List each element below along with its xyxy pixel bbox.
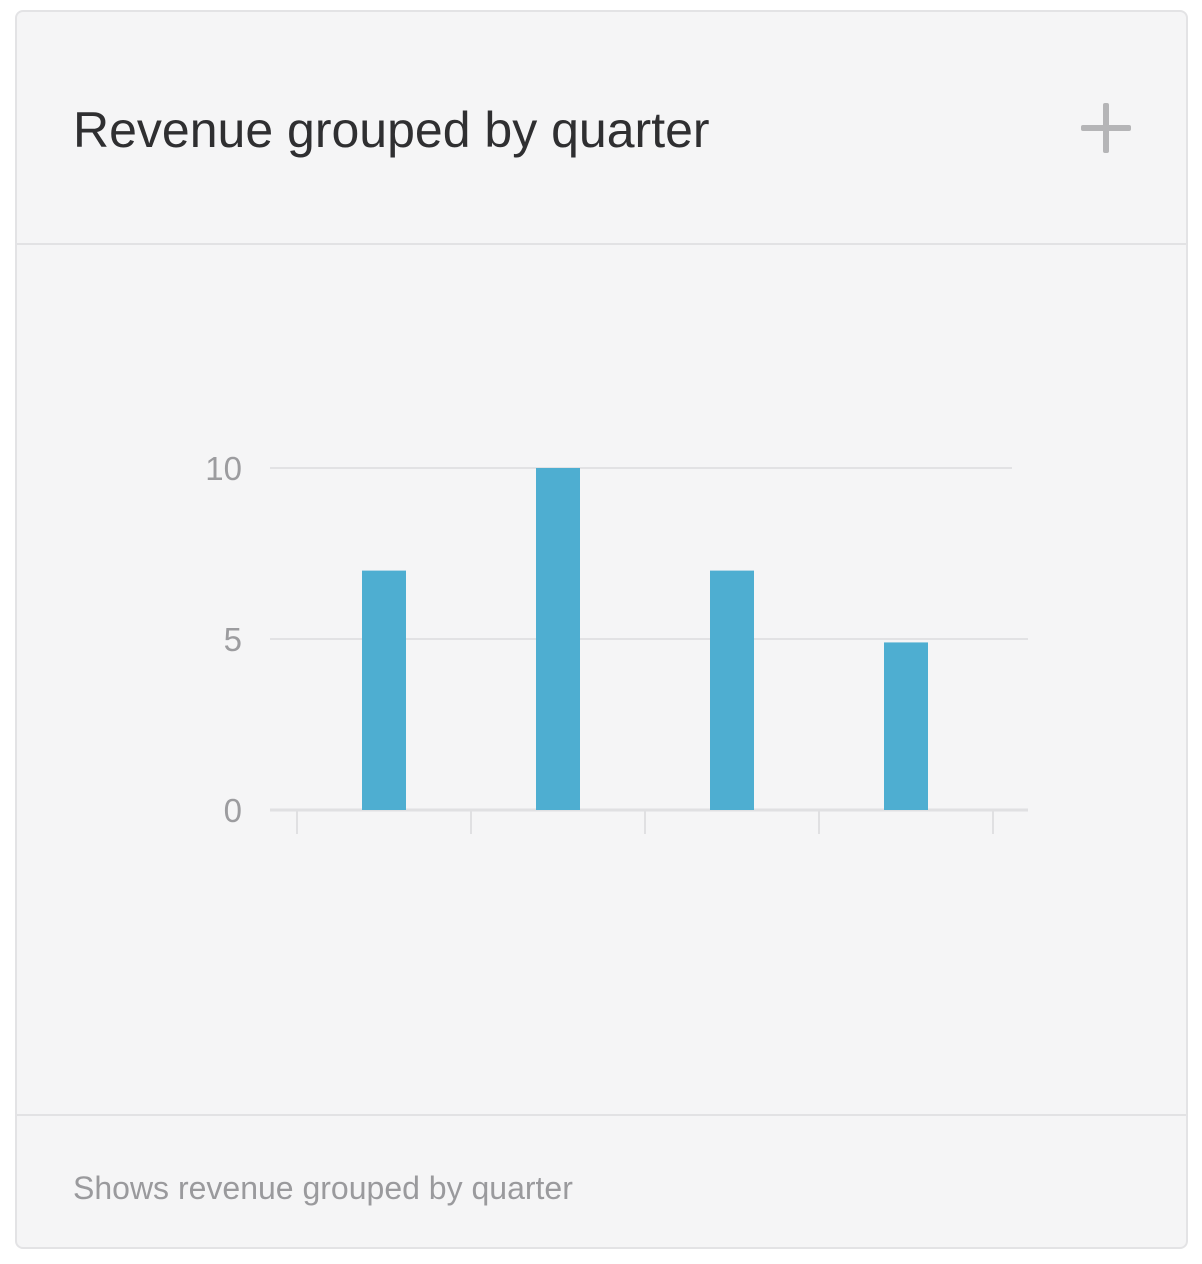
y-tick-label: 5 [224,621,242,658]
bar [536,468,580,810]
card-header: Revenue grouped by quarter [17,12,1186,245]
bar [884,642,928,810]
bar [710,570,754,810]
chart-area: 0 5 10 [17,245,1186,1114]
card-title: Revenue grouped by quarter [73,102,710,158]
y-tick-label: 0 [224,792,242,829]
card-description: Shows revenue grouped by quarter [73,1170,573,1206]
bar [362,570,406,810]
revenue-bar-chart: 0 5 10 [205,450,1028,834]
card-footer: Shows revenue grouped by quarter [17,1114,1186,1247]
plus-icon[interactable] [1079,101,1135,157]
y-tick-label: 10 [205,450,242,487]
dashboard-card: Revenue grouped by quarter 0 5 10 Shows re… [15,10,1188,1249]
